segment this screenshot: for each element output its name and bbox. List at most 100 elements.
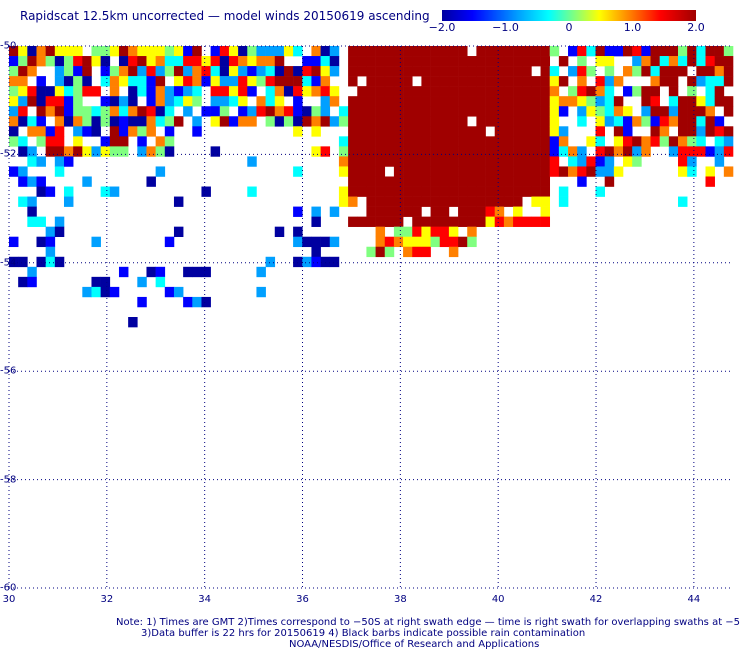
wind-diff-cell bbox=[192, 56, 202, 67]
wind-diff-cell bbox=[549, 76, 560, 87]
wind-diff-cell bbox=[36, 126, 46, 137]
wind-diff-cell bbox=[687, 86, 697, 97]
wind-diff-cell bbox=[348, 176, 358, 187]
wind-diff-cell bbox=[476, 96, 486, 107]
wind-diff-cell bbox=[348, 156, 358, 167]
wind-diff-cell bbox=[219, 46, 230, 57]
wind-diff-cell bbox=[293, 226, 303, 238]
wind-diff-cell bbox=[73, 56, 83, 67]
wind-diff-cell bbox=[705, 126, 715, 137]
wind-diff-cell bbox=[375, 236, 386, 248]
wind-diff-cell bbox=[403, 56, 413, 67]
wind-diff-cell bbox=[54, 166, 65, 177]
wind-diff-cell bbox=[522, 56, 532, 67]
wind-diff-cell bbox=[430, 186, 441, 197]
wind-diff-cell bbox=[458, 176, 468, 187]
wind-diff-cell bbox=[164, 116, 175, 127]
wind-diff-cell bbox=[63, 186, 74, 197]
wind-diff-cell bbox=[641, 146, 651, 157]
wind-diff-cell bbox=[421, 66, 431, 77]
wind-diff-cell bbox=[375, 56, 386, 67]
wind-diff-cell bbox=[448, 216, 459, 227]
wind-diff-cell bbox=[531, 96, 541, 107]
wind-diff-cell bbox=[522, 216, 532, 227]
wind-diff-cell bbox=[678, 136, 688, 147]
wind-diff-cell bbox=[403, 46, 413, 57]
wind-diff-cell bbox=[522, 76, 532, 87]
wind-diff-cell bbox=[577, 66, 587, 77]
wind-diff-cell bbox=[18, 166, 28, 177]
wind-diff-cell bbox=[63, 116, 74, 127]
wind-diff-cell bbox=[36, 216, 46, 227]
wind-diff-cell bbox=[36, 236, 46, 248]
wind-diff-cell bbox=[54, 86, 65, 97]
wind-diff-cell bbox=[155, 76, 166, 87]
wind-diff-cell bbox=[118, 136, 129, 147]
wind-diff-cell bbox=[54, 146, 65, 157]
wind-diff-cell bbox=[623, 66, 633, 77]
wind-diff-cell bbox=[118, 126, 129, 137]
wind-diff-cell bbox=[247, 76, 257, 87]
wind-diff-cell bbox=[348, 76, 358, 87]
wind-diff-cell bbox=[348, 136, 358, 147]
wind-diff-cell bbox=[247, 156, 257, 167]
wind-diff-cell bbox=[384, 76, 395, 87]
wind-diff-cell bbox=[384, 156, 395, 167]
wind-diff-cell bbox=[531, 196, 541, 207]
wind-diff-cell bbox=[393, 226, 404, 238]
wind-diff-cell bbox=[476, 176, 486, 187]
wind-diff-cell bbox=[467, 146, 477, 157]
wind-diff-cell bbox=[36, 46, 46, 57]
wind-diff-cell bbox=[192, 296, 202, 308]
wind-diff-cell bbox=[375, 196, 386, 207]
wind-diff-cell bbox=[73, 136, 83, 147]
wind-diff-cell bbox=[513, 196, 523, 207]
wind-diff-cell bbox=[503, 116, 514, 127]
wind-diff-cell bbox=[687, 136, 697, 147]
wind-diff-cell bbox=[448, 156, 459, 167]
wind-diff-cell bbox=[311, 126, 321, 137]
wind-diff-cell bbox=[9, 86, 19, 97]
wind-diff-cell bbox=[421, 86, 431, 97]
wind-diff-cell bbox=[311, 146, 321, 157]
wind-diff-cell bbox=[458, 76, 468, 87]
wind-diff-cell bbox=[384, 126, 395, 137]
wind-diff-cell bbox=[192, 96, 202, 107]
wind-diff-cell bbox=[412, 206, 422, 217]
wind-diff-cell bbox=[577, 146, 587, 157]
wind-diff-cell bbox=[723, 146, 734, 157]
wind-diff-cell bbox=[27, 206, 37, 217]
wind-diff-cell bbox=[595, 186, 605, 197]
wind-diff-cell bbox=[448, 176, 459, 187]
wind-diff-cell bbox=[109, 66, 120, 77]
wind-diff-cell bbox=[503, 46, 514, 57]
wind-diff-cell bbox=[293, 256, 303, 268]
wind-diff-cell bbox=[485, 136, 496, 147]
wind-diff-cell bbox=[183, 66, 193, 77]
wind-diff-cell bbox=[164, 286, 175, 298]
wind-diff-cell bbox=[531, 146, 541, 157]
wind-diff-cell bbox=[412, 46, 422, 57]
wind-diff-cell bbox=[146, 126, 156, 137]
wind-diff-cell bbox=[458, 166, 468, 177]
wind-diff-cell bbox=[513, 156, 523, 167]
wind-diff-cell bbox=[586, 86, 596, 97]
wind-diff-cell bbox=[577, 56, 587, 67]
wind-diff-cell bbox=[63, 96, 74, 107]
wind-diff-cell bbox=[678, 126, 688, 137]
wind-diff-cell bbox=[100, 46, 111, 57]
wind-diff-cell bbox=[73, 126, 83, 137]
wind-diff-cell bbox=[650, 66, 660, 77]
wind-diff-cell bbox=[485, 196, 496, 207]
wind-diff-cell bbox=[458, 156, 468, 167]
wind-diff-cell bbox=[714, 86, 725, 97]
wind-diff-cell bbox=[678, 116, 688, 127]
wind-diff-cell bbox=[558, 146, 569, 157]
wind-diff-cell bbox=[375, 96, 386, 107]
wind-diff-cell bbox=[45, 186, 56, 197]
wind-diff-cell bbox=[375, 176, 386, 187]
wind-diff-cell bbox=[577, 106, 587, 117]
wind-diff-cell bbox=[27, 46, 37, 57]
wind-diff-cell bbox=[183, 76, 193, 87]
wind-diff-cell bbox=[430, 56, 441, 67]
